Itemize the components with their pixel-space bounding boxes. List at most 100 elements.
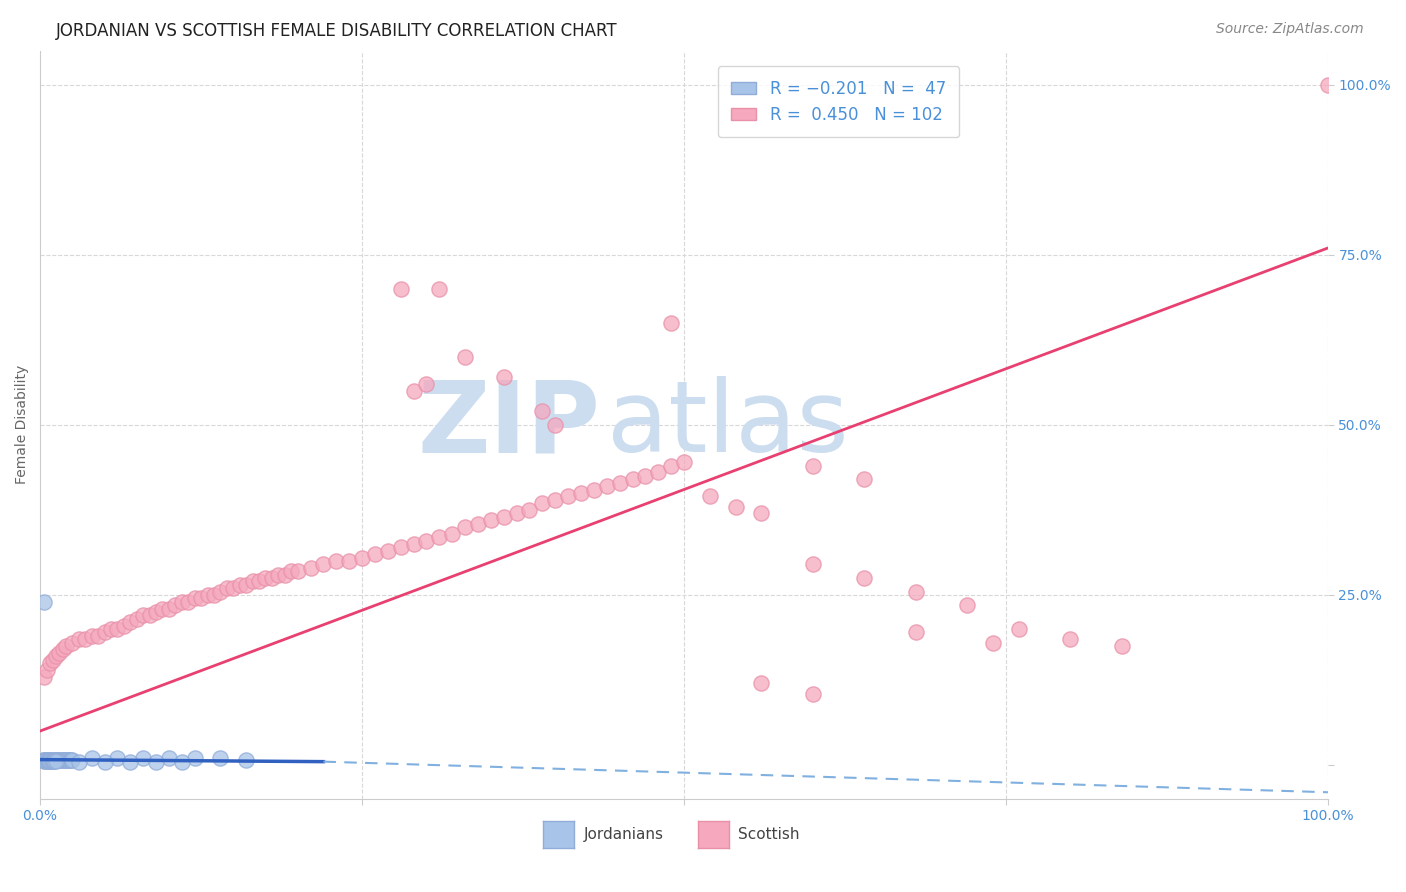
Point	[454, 350, 477, 364]
Point	[138, 608, 160, 623]
Point	[60, 753, 83, 767]
Point	[80, 751, 103, 765]
Text: Jordanians: Jordanians	[583, 827, 664, 842]
Point	[145, 755, 167, 769]
Point	[37, 754, 59, 768]
Point	[170, 755, 193, 769]
Point	[55, 639, 77, 653]
Point	[569, 486, 592, 500]
Point	[402, 384, 425, 398]
Point	[325, 554, 347, 568]
Point	[32, 754, 55, 768]
Point	[229, 578, 252, 592]
Point	[59, 753, 82, 767]
Point	[32, 670, 55, 684]
Point	[51, 753, 73, 767]
Point	[853, 571, 876, 585]
Text: Source: ZipAtlas.com: Source: ZipAtlas.com	[1216, 22, 1364, 37]
Point	[105, 622, 128, 636]
Point	[32, 753, 55, 767]
Point	[34, 754, 56, 768]
Point	[801, 687, 824, 701]
Point	[415, 377, 437, 392]
Point	[32, 595, 55, 609]
Point	[299, 560, 322, 574]
Point	[39, 754, 62, 768]
Point	[287, 564, 309, 578]
Point	[260, 571, 283, 585]
Point	[183, 591, 205, 606]
Point	[209, 751, 232, 765]
Point	[67, 755, 90, 769]
Point	[402, 537, 425, 551]
Point	[120, 755, 142, 769]
Legend: R = −0.201   N =  47, R =  0.450   N = 102: R = −0.201 N = 47, R = 0.450 N = 102	[718, 67, 959, 137]
Y-axis label: Female Disability: Female Disability	[15, 365, 30, 484]
Point	[274, 567, 297, 582]
Point	[582, 483, 605, 497]
Point	[35, 754, 58, 768]
Point	[48, 646, 70, 660]
Point	[596, 479, 619, 493]
Point	[152, 601, 174, 615]
Point	[202, 588, 225, 602]
Point	[45, 649, 67, 664]
Point	[280, 564, 302, 578]
Point	[673, 455, 696, 469]
Point	[132, 608, 155, 623]
Point	[531, 496, 554, 510]
Point	[1059, 632, 1081, 647]
Point	[479, 513, 502, 527]
Point	[699, 489, 721, 503]
Point	[337, 554, 360, 568]
Point	[58, 753, 80, 767]
Point	[52, 753, 75, 767]
Point	[45, 754, 67, 768]
Point	[467, 516, 489, 531]
Point	[45, 753, 67, 767]
Point	[1111, 639, 1133, 653]
Point	[853, 472, 876, 486]
Point	[247, 574, 270, 589]
Point	[215, 581, 238, 595]
Text: JORDANIAN VS SCOTTISH FEMALE DISABILITY CORRELATION CHART: JORDANIAN VS SCOTTISH FEMALE DISABILITY …	[56, 22, 617, 40]
Point	[801, 458, 824, 473]
Point	[120, 615, 142, 630]
Point	[105, 751, 128, 765]
Point	[364, 547, 387, 561]
Point	[125, 612, 148, 626]
Point	[454, 520, 477, 534]
Point	[45, 753, 67, 767]
Point	[801, 558, 824, 572]
Point	[209, 584, 232, 599]
Point	[49, 753, 72, 767]
Point	[492, 370, 515, 384]
Point	[55, 753, 77, 767]
Point	[254, 571, 277, 585]
Text: ZIP: ZIP	[418, 376, 600, 474]
Point	[377, 543, 399, 558]
Point	[41, 754, 63, 768]
Point	[35, 663, 58, 677]
Point	[389, 541, 412, 555]
Point	[531, 404, 554, 418]
Point	[100, 622, 122, 636]
Point	[749, 506, 772, 520]
Point	[647, 466, 669, 480]
Point	[427, 282, 450, 296]
Point	[60, 635, 83, 649]
Point	[659, 458, 682, 473]
Point	[145, 605, 167, 619]
Point	[621, 472, 644, 486]
Point	[659, 316, 682, 330]
Point	[634, 469, 657, 483]
Point	[1008, 622, 1031, 636]
Point	[52, 642, 75, 657]
Point	[31, 753, 53, 767]
Point	[87, 629, 110, 643]
Point	[183, 751, 205, 765]
Text: Scottish: Scottish	[738, 827, 800, 842]
Point	[170, 595, 193, 609]
Point	[904, 584, 927, 599]
Point	[48, 753, 70, 767]
